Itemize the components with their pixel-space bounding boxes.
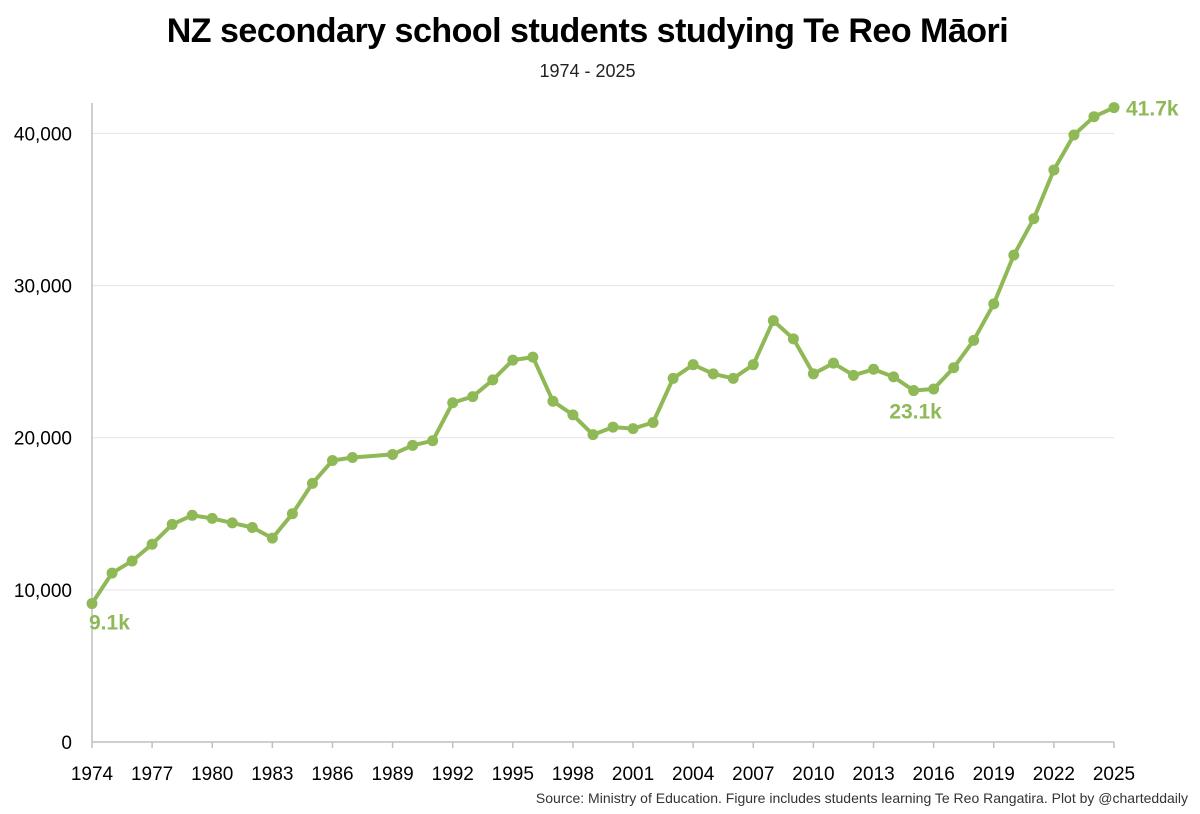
data-points bbox=[86, 102, 1120, 610]
data-point bbox=[507, 354, 519, 366]
data-point bbox=[847, 369, 859, 381]
x-tick-label: 1995 bbox=[492, 764, 534, 785]
data-point bbox=[587, 429, 599, 441]
data-point bbox=[607, 421, 619, 433]
data-point bbox=[1088, 111, 1100, 123]
data-point bbox=[106, 567, 118, 579]
data-labels: 9.1k 23.1k 41.7k bbox=[89, 98, 1179, 635]
data-point bbox=[527, 351, 539, 363]
data-point bbox=[787, 333, 799, 345]
data-point bbox=[347, 451, 359, 463]
data-point bbox=[126, 555, 138, 567]
data-point bbox=[1048, 164, 1060, 176]
x-tick-label: 2010 bbox=[792, 764, 834, 785]
x-tick-label: 2013 bbox=[852, 764, 894, 785]
x-tick-label: 2016 bbox=[913, 764, 955, 785]
x-tick-label: 2025 bbox=[1093, 764, 1135, 785]
data-point bbox=[206, 512, 218, 524]
data-point bbox=[1028, 213, 1040, 225]
data-point bbox=[146, 538, 158, 550]
data-point bbox=[687, 359, 699, 371]
x-tick-label: 1983 bbox=[251, 764, 293, 785]
data-label: 9.1k bbox=[89, 612, 130, 635]
data-point bbox=[1108, 102, 1120, 114]
data-point bbox=[627, 423, 639, 435]
data-point bbox=[948, 362, 960, 374]
y-tick-label: 40,000 bbox=[14, 124, 72, 145]
x-tick-label: 1998 bbox=[552, 764, 594, 785]
data-point bbox=[647, 417, 659, 428]
x-tick-label: 2019 bbox=[973, 764, 1015, 785]
data-point bbox=[1068, 129, 1080, 141]
data-point bbox=[226, 517, 238, 529]
data-label: 23.1k bbox=[889, 401, 942, 424]
chart-subtitle: 1974 - 2025 bbox=[539, 61, 636, 81]
x-tick-label: 1974 bbox=[71, 764, 114, 785]
data-point bbox=[868, 363, 880, 375]
source-note: Source: Ministry of Education. Figure in… bbox=[535, 790, 1188, 806]
x-tick-label: 1992 bbox=[432, 764, 474, 785]
data-point bbox=[928, 383, 940, 395]
y-tick-label: 30,000 bbox=[14, 277, 72, 298]
data-point bbox=[908, 385, 920, 397]
data-point bbox=[487, 374, 499, 386]
data-point bbox=[447, 397, 459, 409]
x-tick-label: 2001 bbox=[612, 764, 654, 785]
data-point bbox=[988, 298, 1000, 310]
x-tick-label: 2022 bbox=[1033, 764, 1075, 785]
y-tick-label: 0 bbox=[61, 733, 72, 754]
x-tick-label: 2007 bbox=[732, 764, 774, 785]
data-point bbox=[166, 518, 178, 530]
x-tick-label: 1989 bbox=[371, 764, 413, 785]
data-point bbox=[286, 508, 298, 520]
series-layer bbox=[90, 105, 1116, 606]
data-point bbox=[306, 477, 318, 489]
series-line bbox=[90, 105, 1116, 606]
y-tick-label: 10,000 bbox=[14, 581, 72, 602]
data-point bbox=[567, 409, 579, 421]
data-point bbox=[246, 521, 258, 533]
x-tick-label: 1980 bbox=[191, 764, 233, 785]
x-tick-label: 1977 bbox=[131, 764, 173, 785]
data-point bbox=[266, 532, 278, 544]
data-point bbox=[1008, 249, 1020, 261]
data-point bbox=[807, 368, 819, 380]
data-point bbox=[326, 455, 338, 467]
axes: 0 10,000 20,000 30,000 40,000 1974 1977 1980 198… bbox=[14, 103, 1135, 785]
x-tick-label: 1986 bbox=[311, 764, 353, 785]
x-tick-label: 2004 bbox=[672, 764, 715, 785]
data-point bbox=[387, 448, 399, 460]
data-point bbox=[968, 334, 980, 346]
chart-title: NZ secondary school students studying Te… bbox=[166, 12, 1009, 50]
data-point bbox=[827, 357, 839, 369]
data-point bbox=[186, 509, 198, 521]
data-point bbox=[767, 315, 779, 327]
data-point bbox=[467, 391, 479, 403]
data-point bbox=[427, 435, 439, 447]
data-point bbox=[407, 439, 419, 451]
data-point bbox=[747, 359, 759, 371]
data-point bbox=[888, 371, 900, 383]
data-point bbox=[727, 372, 739, 384]
data-label: 41.7k bbox=[1126, 98, 1179, 121]
data-point bbox=[547, 395, 559, 407]
y-tick-label: 20,000 bbox=[14, 429, 72, 450]
data-point bbox=[667, 372, 679, 384]
gridlines bbox=[92, 132, 1114, 591]
data-point bbox=[86, 598, 98, 610]
data-point bbox=[707, 368, 719, 380]
